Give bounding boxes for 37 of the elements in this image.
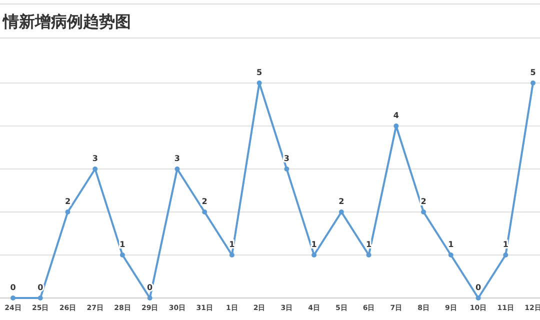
data-label: 0 xyxy=(475,283,482,292)
data-label: 1 xyxy=(311,240,318,249)
point xyxy=(284,166,290,172)
data-label: 3 xyxy=(174,154,180,163)
point xyxy=(147,296,152,300)
data-label: 4 xyxy=(393,111,400,120)
data-label: 2 xyxy=(420,197,426,206)
data-label: 2 xyxy=(64,197,71,206)
data-label: 5 xyxy=(256,68,263,77)
point xyxy=(476,296,481,300)
data-label: 5 xyxy=(530,68,536,77)
data-label: 2 xyxy=(202,197,208,206)
point xyxy=(65,210,70,214)
point xyxy=(38,296,43,300)
data-label: 0 xyxy=(38,283,44,292)
point xyxy=(530,80,536,86)
point xyxy=(366,252,372,258)
data-label: 1 xyxy=(448,240,454,249)
point xyxy=(312,252,317,258)
point xyxy=(202,210,208,214)
data-label: 1 xyxy=(120,240,126,249)
point xyxy=(229,252,234,258)
point xyxy=(92,166,98,172)
point xyxy=(448,252,454,258)
point xyxy=(394,124,399,128)
data-label: 0 xyxy=(10,283,16,292)
point xyxy=(10,296,16,300)
point xyxy=(503,252,508,258)
point xyxy=(256,80,262,86)
data-label: 3 xyxy=(284,154,290,163)
point xyxy=(421,210,426,214)
data-label: 3 xyxy=(92,154,98,163)
point xyxy=(120,252,125,258)
data-label: 2 xyxy=(338,197,344,206)
point xyxy=(174,166,180,172)
chart-title: 情新增病例趋势图 xyxy=(2,12,131,31)
point xyxy=(338,210,344,214)
